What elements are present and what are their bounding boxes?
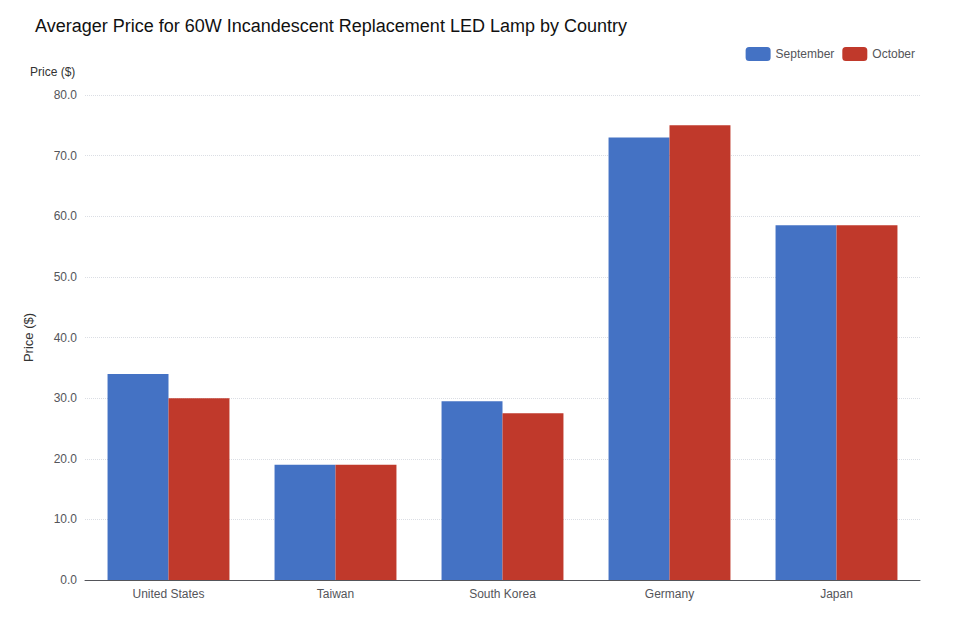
svg-text:30.0: 30.0 [54, 391, 78, 405]
svg-text:United States: United States [132, 587, 204, 601]
svg-text:Japan: Japan [820, 587, 853, 601]
svg-text:80.0: 80.0 [54, 88, 78, 102]
svg-text:Germany: Germany [645, 587, 694, 601]
svg-text:70.0: 70.0 [54, 149, 78, 163]
svg-text:October: October [872, 47, 915, 61]
svg-text:40.0: 40.0 [54, 331, 78, 345]
svg-text:60.0: 60.0 [54, 209, 78, 223]
svg-text:50.0: 50.0 [54, 270, 78, 284]
svg-text:20.0: 20.0 [54, 452, 78, 466]
svg-text:Price ($): Price ($) [30, 65, 75, 79]
svg-text:Price ($): Price ($) [21, 313, 36, 362]
svg-text:Taiwan: Taiwan [317, 587, 354, 601]
svg-text:0.0: 0.0 [60, 573, 77, 587]
svg-text:10.0: 10.0 [54, 512, 78, 526]
svg-text:September: September [776, 47, 835, 61]
svg-text:Averager Price for 60W Incande: Averager Price for 60W Incandescent Repl… [35, 16, 627, 36]
svg-text:South Korea: South Korea [469, 587, 536, 601]
